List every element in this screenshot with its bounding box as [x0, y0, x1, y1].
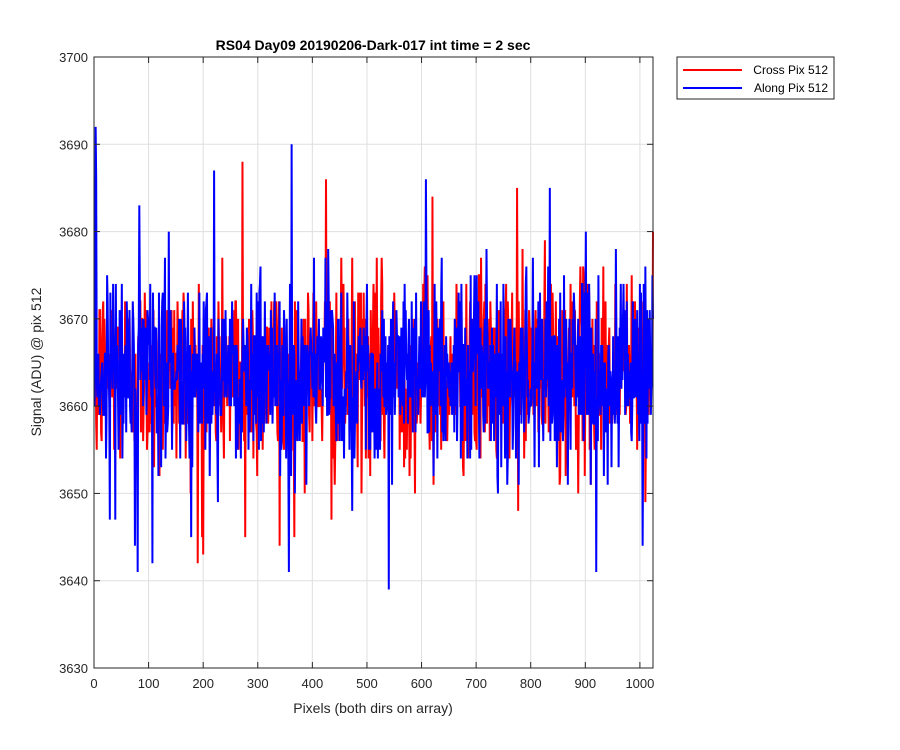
x-tick-label: 100 — [138, 676, 160, 691]
legend-box — [676, 56, 835, 100]
axes-frame — [93, 56, 654, 669]
legend-label-along: Along Pix 512 — [754, 81, 828, 95]
x-axis-label: Pixels (both dirs on array) — [293, 700, 453, 716]
x-tick-label: 500 — [356, 676, 378, 691]
x-tick-label: 400 — [302, 676, 324, 691]
y-tick-label: 3690 — [59, 137, 88, 152]
legend-label-cross: Cross Pix 512 — [753, 63, 828, 77]
x-tick-label: 600 — [411, 676, 433, 691]
x-tick-label: 300 — [247, 676, 269, 691]
tick-layer — [93, 56, 653, 669]
legend: Cross Pix 512 Along Pix 512 — [676, 56, 835, 100]
x-tick-label: 700 — [465, 676, 487, 691]
series-layer — [93, 126, 654, 590]
tick-label-layer: 0 100 200 300 400 500 600 700 800 900 1000 3630 3640… — [59, 50, 654, 691]
y-tick-label: 3650 — [59, 486, 88, 501]
y-tick-label: 3660 — [59, 399, 88, 414]
y-tick-label: 3670 — [59, 312, 88, 327]
series-line-along — [93, 126, 654, 590]
x-tick-label: 1000 — [625, 676, 654, 691]
x-tick-label: 0 — [90, 676, 97, 691]
y-tick-label: 3630 — [59, 661, 88, 676]
y-tick-label: 3640 — [59, 574, 88, 589]
x-tick-label: 900 — [574, 676, 596, 691]
y-tick-label: 3680 — [59, 225, 88, 240]
y-tick-label: 3700 — [59, 50, 88, 65]
chart-title: RS04 Day09 20190206-Dark-017 int time = … — [216, 37, 531, 53]
x-tick-label: 800 — [520, 676, 542, 691]
y-axis-label: Signal (ADU) @ pix 512 — [28, 287, 44, 436]
x-tick-label: 200 — [192, 676, 214, 691]
